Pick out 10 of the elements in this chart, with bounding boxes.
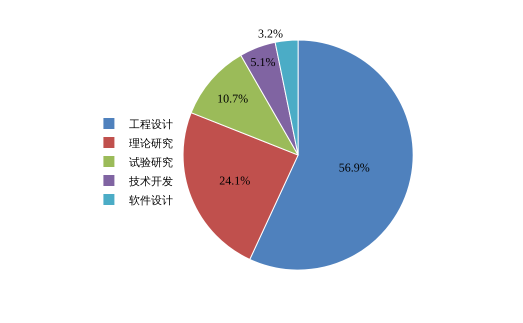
- legend-label: 工程设计: [128, 118, 173, 131]
- legend-label: 理论研究: [128, 136, 173, 150]
- legend-label: 技术开发: [128, 174, 173, 188]
- data-label: 10.7%: [217, 91, 248, 106]
- data-label: 56.9%: [338, 160, 370, 174]
- data-label: 24.1%: [219, 173, 250, 188]
- data-label: 5.1%: [250, 55, 276, 70]
- legend-label: 试验研究: [128, 156, 173, 169]
- legend-label: 软件设计: [128, 194, 173, 207]
- data-label: 3.2%: [258, 26, 284, 41]
